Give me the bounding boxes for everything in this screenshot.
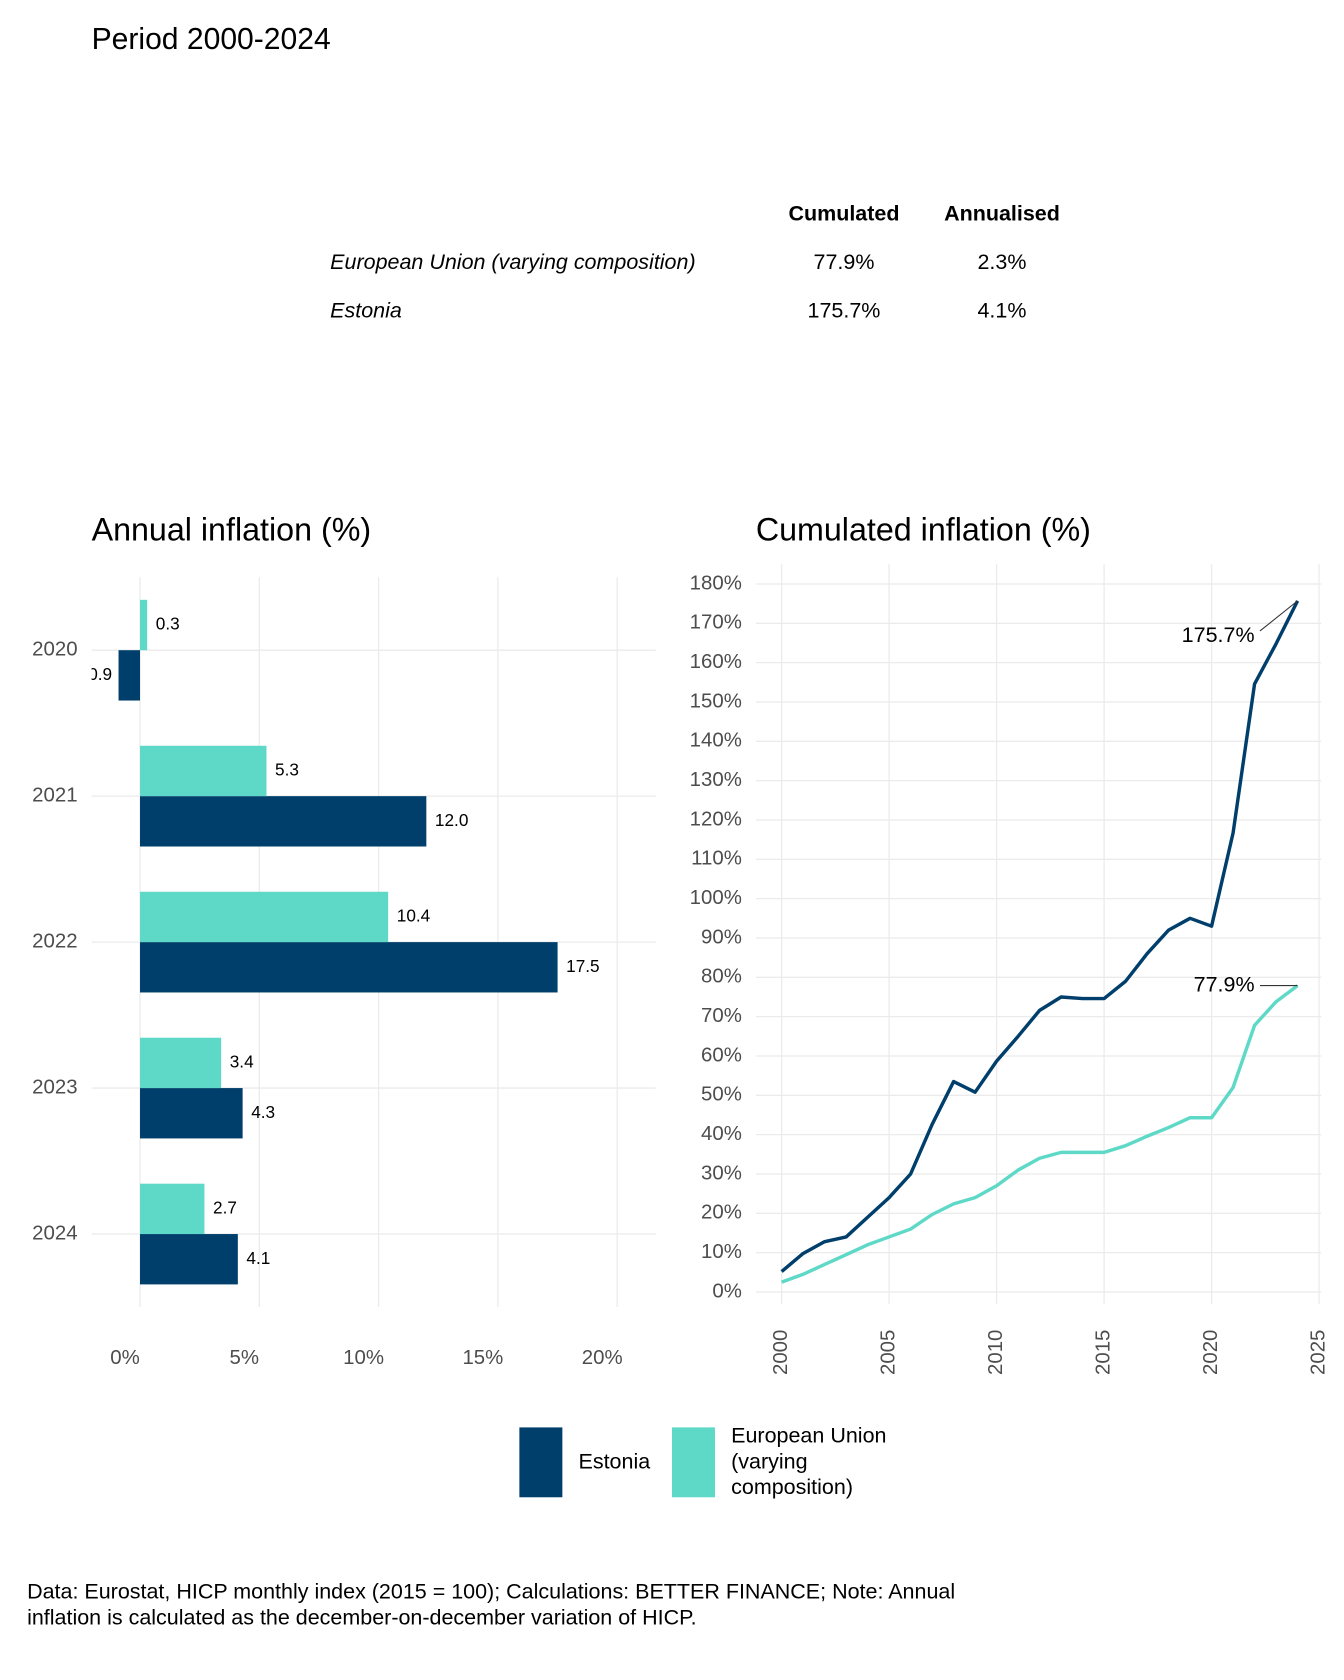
legend-swatch [672, 1427, 715, 1498]
y-tick-label: 2020 [32, 639, 77, 661]
legend-label: Estonia [578, 1449, 651, 1474]
bar [140, 1234, 238, 1285]
y-tick-label: 100% [690, 887, 742, 909]
y-tick-label: 180% [690, 572, 742, 594]
legend-label: European Union (varying composition) [731, 1424, 887, 1500]
y-tick-label: 120% [690, 808, 742, 830]
y-tick-label: 170% [690, 612, 742, 634]
y-tick-label: 2024 [32, 1222, 77, 1244]
bar-label: 5.3 [275, 760, 299, 780]
annotation: 175.7% [1182, 623, 1255, 647]
page-title: Period 2000-2024 [92, 23, 331, 56]
footnote: Data: Eurostat, HICP monthly index (2015… [27, 1580, 955, 1604]
bar [140, 745, 267, 797]
table-cell: European Union (varying composition) [330, 250, 695, 274]
x-tick-label: 5% [230, 1347, 259, 1369]
x-tick-label: 15% [462, 1347, 503, 1369]
bar-label: -0.9 [82, 664, 112, 684]
legend-text: European Union (varying composition) [731, 1424, 887, 1500]
bar [118, 650, 141, 701]
y-tick-label: 160% [690, 651, 742, 673]
y-tick-label: 0% [712, 1280, 742, 1302]
y-tick-label: 50% [701, 1084, 742, 1106]
x-tick-label: 10% [343, 1347, 384, 1369]
y-tick-label: 80% [701, 966, 742, 988]
bar-label: 10.4 [397, 905, 431, 925]
chart-title: Annual inflation (%) [92, 512, 372, 548]
y-tick-label: 60% [701, 1044, 742, 1066]
x-tick-label: 0% [110, 1347, 140, 1369]
table-cell: 77.9% [814, 250, 875, 274]
table-header: Cumulated [788, 202, 899, 226]
y-tick-label: 20% [701, 1202, 742, 1224]
x-tick-label: 2025 [1307, 1330, 1329, 1375]
y-tick-label: 2023 [32, 1076, 77, 1098]
y-tick-label: 2021 [32, 785, 77, 807]
bar-label: 0.3 [156, 614, 180, 634]
y-tick-label: 40% [701, 1123, 742, 1145]
annotation: 77.9% [1194, 972, 1255, 996]
line [781, 984, 1299, 1284]
y-tick-label: 140% [690, 730, 742, 752]
x-tick-label: 2015 [1092, 1330, 1114, 1375]
table-header: Annualised [944, 202, 1060, 226]
y-tick-label: 70% [701, 1005, 742, 1027]
bar [140, 1088, 243, 1139]
x-tick-label: 2000 [770, 1330, 792, 1375]
line [780, 600, 1300, 1273]
table-cell: 175.7% [808, 298, 881, 322]
table-cell: 4.1% [977, 298, 1026, 322]
bar-label: 2.7 [213, 1197, 237, 1217]
annotation-line [1259, 600, 1298, 632]
x-tick-label: 20% [582, 1347, 623, 1369]
legend-text: Estonia [578, 1449, 651, 1474]
x-tick-label: 2010 [985, 1330, 1007, 1375]
legend-swatch [519, 1427, 563, 1498]
y-tick-label: 110% [691, 848, 742, 870]
y-tick-label: 150% [690, 690, 742, 712]
bar [140, 599, 148, 651]
y-tick-label: 30% [701, 1162, 742, 1184]
bar [140, 1037, 222, 1089]
y-tick-label: 130% [690, 769, 742, 791]
bar-label: 4.1 [246, 1248, 270, 1268]
footnote: inflation is calculated as the december-… [27, 1605, 697, 1629]
bar-label: 12.0 [435, 810, 468, 830]
x-tick-label: 2020 [1200, 1330, 1222, 1375]
bar [140, 796, 427, 847]
bar-label: 4.3 [251, 1102, 275, 1122]
bar [140, 891, 389, 943]
y-tick-label: 10% [701, 1241, 742, 1263]
bar [140, 1183, 205, 1235]
bar-label: 17.5 [566, 956, 599, 976]
y-tick-label: 2022 [32, 931, 77, 953]
bar-label: 3.4 [230, 1051, 254, 1071]
y-tick-label: 90% [701, 926, 742, 948]
table-cell: Estonia [330, 298, 402, 322]
table-cell: 2.3% [977, 250, 1026, 274]
x-tick-label: 2005 [878, 1330, 900, 1375]
bar [140, 942, 558, 993]
bars: -0.9 12.0 17.5 4.3 4.1 0.3 5.3 10.4 3.4 2.7 [82, 599, 600, 1285]
chart-title: Cumulated inflation (%) [756, 512, 1091, 548]
